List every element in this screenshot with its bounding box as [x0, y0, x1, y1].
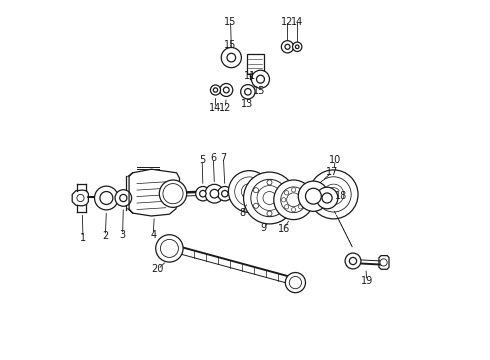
Text: 18: 18 [335, 191, 347, 201]
Circle shape [245, 89, 251, 95]
Circle shape [218, 186, 232, 201]
Circle shape [257, 185, 282, 211]
Circle shape [289, 276, 301, 289]
Text: 15: 15 [224, 40, 237, 50]
Text: 1: 1 [80, 233, 86, 243]
Circle shape [210, 189, 219, 198]
Circle shape [228, 171, 270, 212]
Text: 20: 20 [152, 264, 164, 274]
Text: 11: 11 [245, 71, 257, 81]
Circle shape [298, 204, 303, 209]
Circle shape [199, 190, 206, 197]
Text: 5: 5 [199, 155, 205, 165]
Circle shape [227, 53, 236, 62]
Circle shape [380, 259, 387, 266]
Circle shape [244, 172, 295, 224]
Circle shape [284, 204, 289, 209]
Circle shape [280, 188, 286, 193]
Text: 4: 4 [150, 230, 156, 240]
Circle shape [298, 191, 303, 195]
Text: 7: 7 [220, 153, 226, 163]
Circle shape [305, 188, 321, 204]
Circle shape [221, 190, 228, 197]
Circle shape [263, 192, 276, 204]
Bar [247, 54, 264, 74]
Circle shape [285, 273, 305, 293]
Circle shape [292, 207, 296, 212]
Circle shape [213, 88, 218, 92]
Circle shape [242, 184, 257, 199]
Text: 13: 13 [241, 99, 253, 109]
Circle shape [257, 75, 265, 83]
Circle shape [349, 257, 357, 265]
Circle shape [253, 203, 259, 208]
Circle shape [295, 45, 299, 49]
Circle shape [285, 44, 290, 49]
Text: 17: 17 [326, 167, 338, 177]
Circle shape [235, 177, 264, 206]
Circle shape [95, 186, 118, 210]
Text: 15: 15 [253, 86, 266, 96]
Text: 10: 10 [329, 155, 341, 165]
Circle shape [309, 170, 358, 219]
Circle shape [156, 235, 183, 262]
Circle shape [281, 41, 294, 53]
Text: 12: 12 [219, 103, 231, 113]
Circle shape [274, 180, 314, 220]
Circle shape [301, 198, 306, 202]
Circle shape [316, 187, 338, 209]
Circle shape [120, 194, 127, 202]
Text: 19: 19 [361, 276, 373, 286]
Circle shape [253, 188, 259, 193]
Circle shape [267, 180, 272, 185]
Circle shape [160, 239, 178, 257]
Circle shape [280, 203, 286, 208]
Circle shape [267, 211, 272, 216]
Circle shape [221, 48, 242, 68]
Circle shape [115, 190, 132, 206]
Text: 2: 2 [102, 231, 108, 241]
Circle shape [251, 179, 288, 217]
Circle shape [322, 193, 332, 203]
Text: 12: 12 [281, 17, 294, 27]
Circle shape [287, 193, 300, 207]
Text: 16: 16 [278, 224, 290, 234]
Circle shape [281, 187, 306, 213]
Circle shape [196, 186, 210, 201]
Circle shape [241, 85, 255, 99]
Text: 15: 15 [224, 17, 237, 27]
Circle shape [77, 194, 84, 202]
Circle shape [298, 181, 328, 211]
Circle shape [316, 177, 351, 212]
Circle shape [210, 85, 221, 95]
Text: 14: 14 [291, 17, 303, 27]
Circle shape [159, 180, 187, 207]
Circle shape [284, 191, 289, 195]
Text: 9: 9 [261, 222, 267, 233]
Circle shape [251, 70, 270, 88]
Circle shape [345, 253, 361, 269]
Circle shape [292, 188, 296, 192]
Circle shape [220, 84, 233, 96]
Circle shape [323, 184, 344, 205]
Text: 3: 3 [120, 230, 125, 240]
Circle shape [223, 87, 229, 93]
Circle shape [205, 184, 224, 203]
Text: 8: 8 [239, 208, 245, 218]
Circle shape [100, 192, 113, 204]
Circle shape [282, 198, 286, 202]
Circle shape [163, 184, 183, 204]
Text: 14: 14 [209, 103, 221, 113]
Circle shape [293, 42, 302, 51]
Text: 6: 6 [210, 153, 217, 163]
